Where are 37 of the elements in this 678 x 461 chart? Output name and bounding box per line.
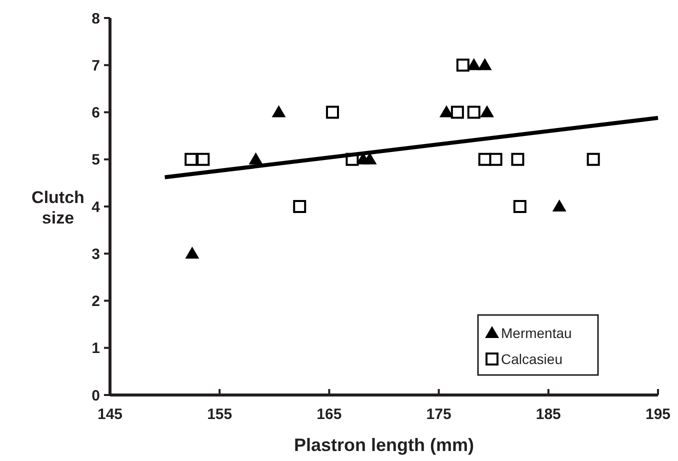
x-tick-label: 155 [207,406,232,423]
point [185,246,200,259]
x-axis-title: Plastron length (mm) [294,435,474,455]
point [456,58,470,72]
x-tick-label: 195 [645,406,671,423]
point [586,152,600,166]
x-tick-label: 165 [316,406,342,423]
point [196,152,210,166]
y-tick-label: 4 [92,198,101,216]
point [552,200,566,212]
y-tick-label: 1 [92,340,100,358]
point [480,105,494,118]
y-tick-label: 5 [92,152,100,169]
point [248,152,263,164]
point [511,152,524,166]
y-tick-label: 0 [92,387,100,404]
point [450,106,464,119]
point [272,105,286,118]
legend-label: Mermentau [501,324,572,341]
point [293,200,306,213]
y-tick-label: 6 [92,104,100,122]
y-tick-label: 2 [92,293,100,310]
point [513,200,526,213]
point [184,152,198,166]
point [478,58,492,70]
y-tick-label: 7 [92,57,100,74]
legend-label: Calcasieu [501,350,562,367]
point [326,106,339,119]
y-tick-label: 8 [92,10,100,28]
x-tick-label: 185 [536,406,561,423]
point [467,106,480,119]
x-tick-label: 175 [426,406,452,423]
y-tick-label: 3 [92,246,100,263]
point [489,152,502,166]
y-axis-title: Clutch size [32,188,84,228]
point [362,152,377,164]
x-tick-label: 145 [97,406,123,423]
